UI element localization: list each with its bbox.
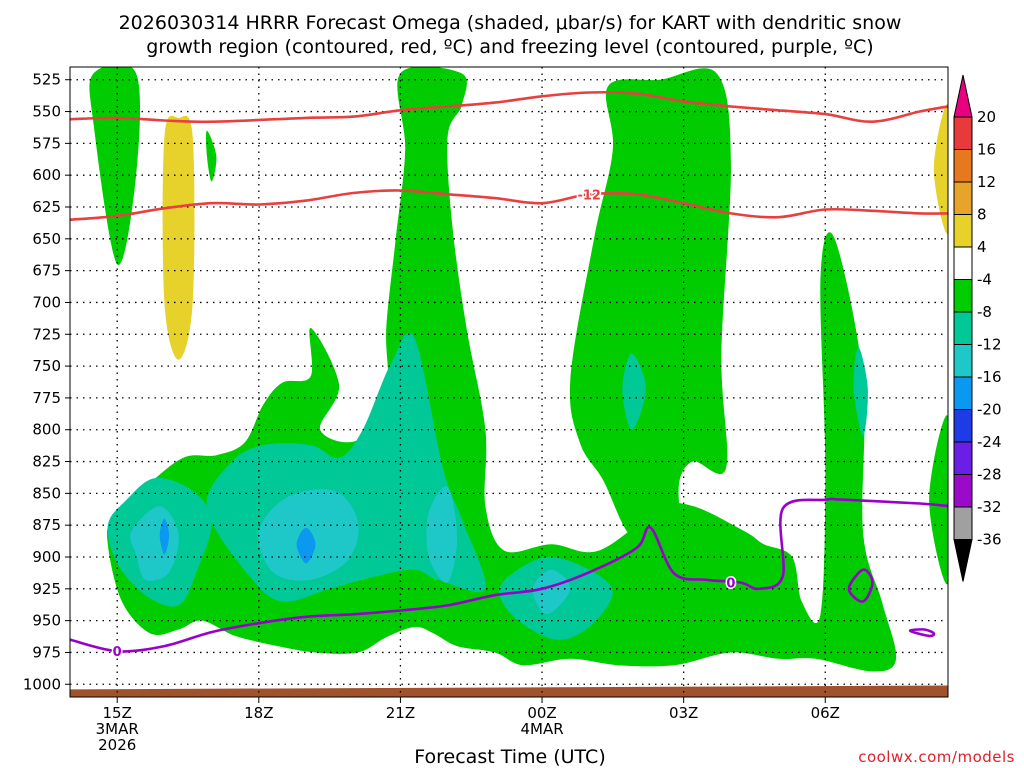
- colorbar-label-3: 12: [977, 173, 996, 191]
- y-tick-label-775: 775: [32, 389, 61, 407]
- y-tick-label-525: 525: [32, 71, 61, 89]
- x-tick-label-00Z-2: 4MAR: [520, 720, 563, 738]
- colorbar-swatch-2: [953, 149, 973, 183]
- colorbar-swatch-5: [953, 246, 973, 280]
- colorbar-swatch-7: [953, 311, 973, 345]
- omega-region-15: [159, 518, 170, 555]
- omega-region-17: [162, 115, 195, 360]
- y-tick-label-575: 575: [32, 134, 61, 152]
- contour-line-4: [847, 568, 874, 603]
- credit-text: coolwx.com/models: [858, 748, 1015, 766]
- terrain-surface: [70, 685, 948, 697]
- colorbar-legend: 20 16 12 8 4 -4 -8 -12 -16 -20 -24 -28 -32 -36: [953, 74, 1002, 582]
- colorbar-label-8: -12: [977, 336, 1002, 354]
- omega-region-13: [426, 486, 458, 583]
- y-tick-label-1000: 1000: [23, 675, 61, 693]
- colorbar-swatch-12: [953, 474, 973, 508]
- colorbar-swatch-8: [953, 344, 973, 378]
- y-tick-label-675: 675: [32, 262, 61, 280]
- omega-region-16: [296, 527, 316, 564]
- x-tick-label-15Z-1: 15Z: [103, 704, 132, 722]
- y-tick-label-850: 850: [32, 484, 61, 502]
- y-tick-label-550: 550: [32, 103, 61, 121]
- colorbar-swatch-3: [953, 181, 973, 215]
- colorbar-swatch-1: [953, 116, 973, 150]
- y-tick-label-900: 900: [32, 548, 61, 566]
- colorbar-label-7: -8: [977, 303, 992, 321]
- omega-region-5: [929, 415, 948, 585]
- y-tick-label-725: 725: [32, 325, 61, 343]
- omega-region-18: [933, 103, 948, 234]
- colorbar-label-2: 16: [977, 141, 996, 159]
- colorbar-label-14: -36: [977, 531, 1002, 549]
- x-axis-label: Forecast Time (UTC): [414, 746, 605, 768]
- plot-clipped: -12 0 0: [70, 67, 948, 697]
- colorbar-label-12: -28: [977, 466, 1002, 484]
- x-tick-label-06Z-1: 06Z: [811, 704, 840, 722]
- contour-label-freezing-2: 0: [726, 576, 735, 591]
- omega-region-2: [205, 130, 217, 182]
- colorbar-top-triangle: [953, 74, 973, 118]
- contour-line-1: [70, 90, 948, 124]
- colorbar-label-9: -16: [977, 368, 1002, 386]
- plot-area: -12 0 0: [69, 66, 949, 698]
- chart-title-line-2: growth region (contoured, red, ºC) and f…: [146, 36, 873, 58]
- colorbar-label-4: 8: [977, 206, 987, 224]
- contour-line-5: [908, 628, 936, 638]
- x-tick-label-15Z-3: 2026: [98, 736, 136, 754]
- x-tick-label-21Z-1: 21Z: [386, 704, 415, 722]
- y-tick-label-950: 950: [32, 612, 61, 630]
- y-tick-label-650: 650: [32, 230, 61, 248]
- y-tick-label-625: 625: [32, 198, 61, 216]
- x-tick-label-18Z-1: 18Z: [244, 704, 273, 722]
- y-tick-label-600: 600: [32, 166, 61, 184]
- colorbar-swatch-9: [953, 376, 973, 410]
- omega-region-9: [622, 353, 646, 430]
- colorbar-label-10: -20: [977, 401, 1002, 419]
- y-tick-label-825: 825: [32, 453, 61, 471]
- colorbar-swatch-13: [953, 506, 973, 540]
- colorbar-swatch-6: [953, 279, 973, 313]
- plot-frame: [69, 66, 949, 698]
- y-tick-label-875: 875: [32, 516, 61, 534]
- contour-label-freezing-1: 0: [113, 645, 122, 660]
- contour-line-2: [70, 189, 948, 221]
- y-tick-label-975: 975: [32, 643, 61, 661]
- chart-title-line-1: 2026030314 HRRR Forecast Omega (shaded, …: [119, 12, 902, 34]
- omega-region-4: [569, 68, 731, 597]
- colorbar-label-13: -32: [977, 498, 1002, 516]
- colorbar-swatch-11: [953, 441, 973, 475]
- x-tick-label-03Z-1: 03Z: [669, 704, 698, 722]
- colorbar-label-1: 20: [977, 108, 996, 126]
- colorbar-label-11: -24: [977, 433, 1002, 451]
- colorbar-label-6: -4: [977, 271, 992, 289]
- y-tick-label-925: 925: [32, 580, 61, 598]
- omega-region-10: [853, 347, 868, 437]
- contour-label-minus-12: -12: [577, 188, 601, 203]
- colorbar-label-5: 4: [977, 238, 987, 256]
- contour-line-3: [70, 497, 948, 653]
- x-tick-label-15Z-2: 3MAR: [96, 720, 139, 738]
- colorbar-bottom-triangle: [953, 539, 973, 582]
- y-axis-pressure-ticks: 525 550 575 600 625 650 675 700 725 750 775 800 825 8…: [23, 71, 70, 693]
- y-tick-label-800: 800: [32, 421, 61, 439]
- colorbar-swatch-4: [953, 214, 973, 248]
- y-tick-label-700: 700: [32, 293, 61, 311]
- colorbar-swatch-10: [953, 409, 973, 443]
- x-tick-label-00Z-1: 00Z: [527, 704, 556, 722]
- y-tick-label-750: 750: [32, 357, 61, 375]
